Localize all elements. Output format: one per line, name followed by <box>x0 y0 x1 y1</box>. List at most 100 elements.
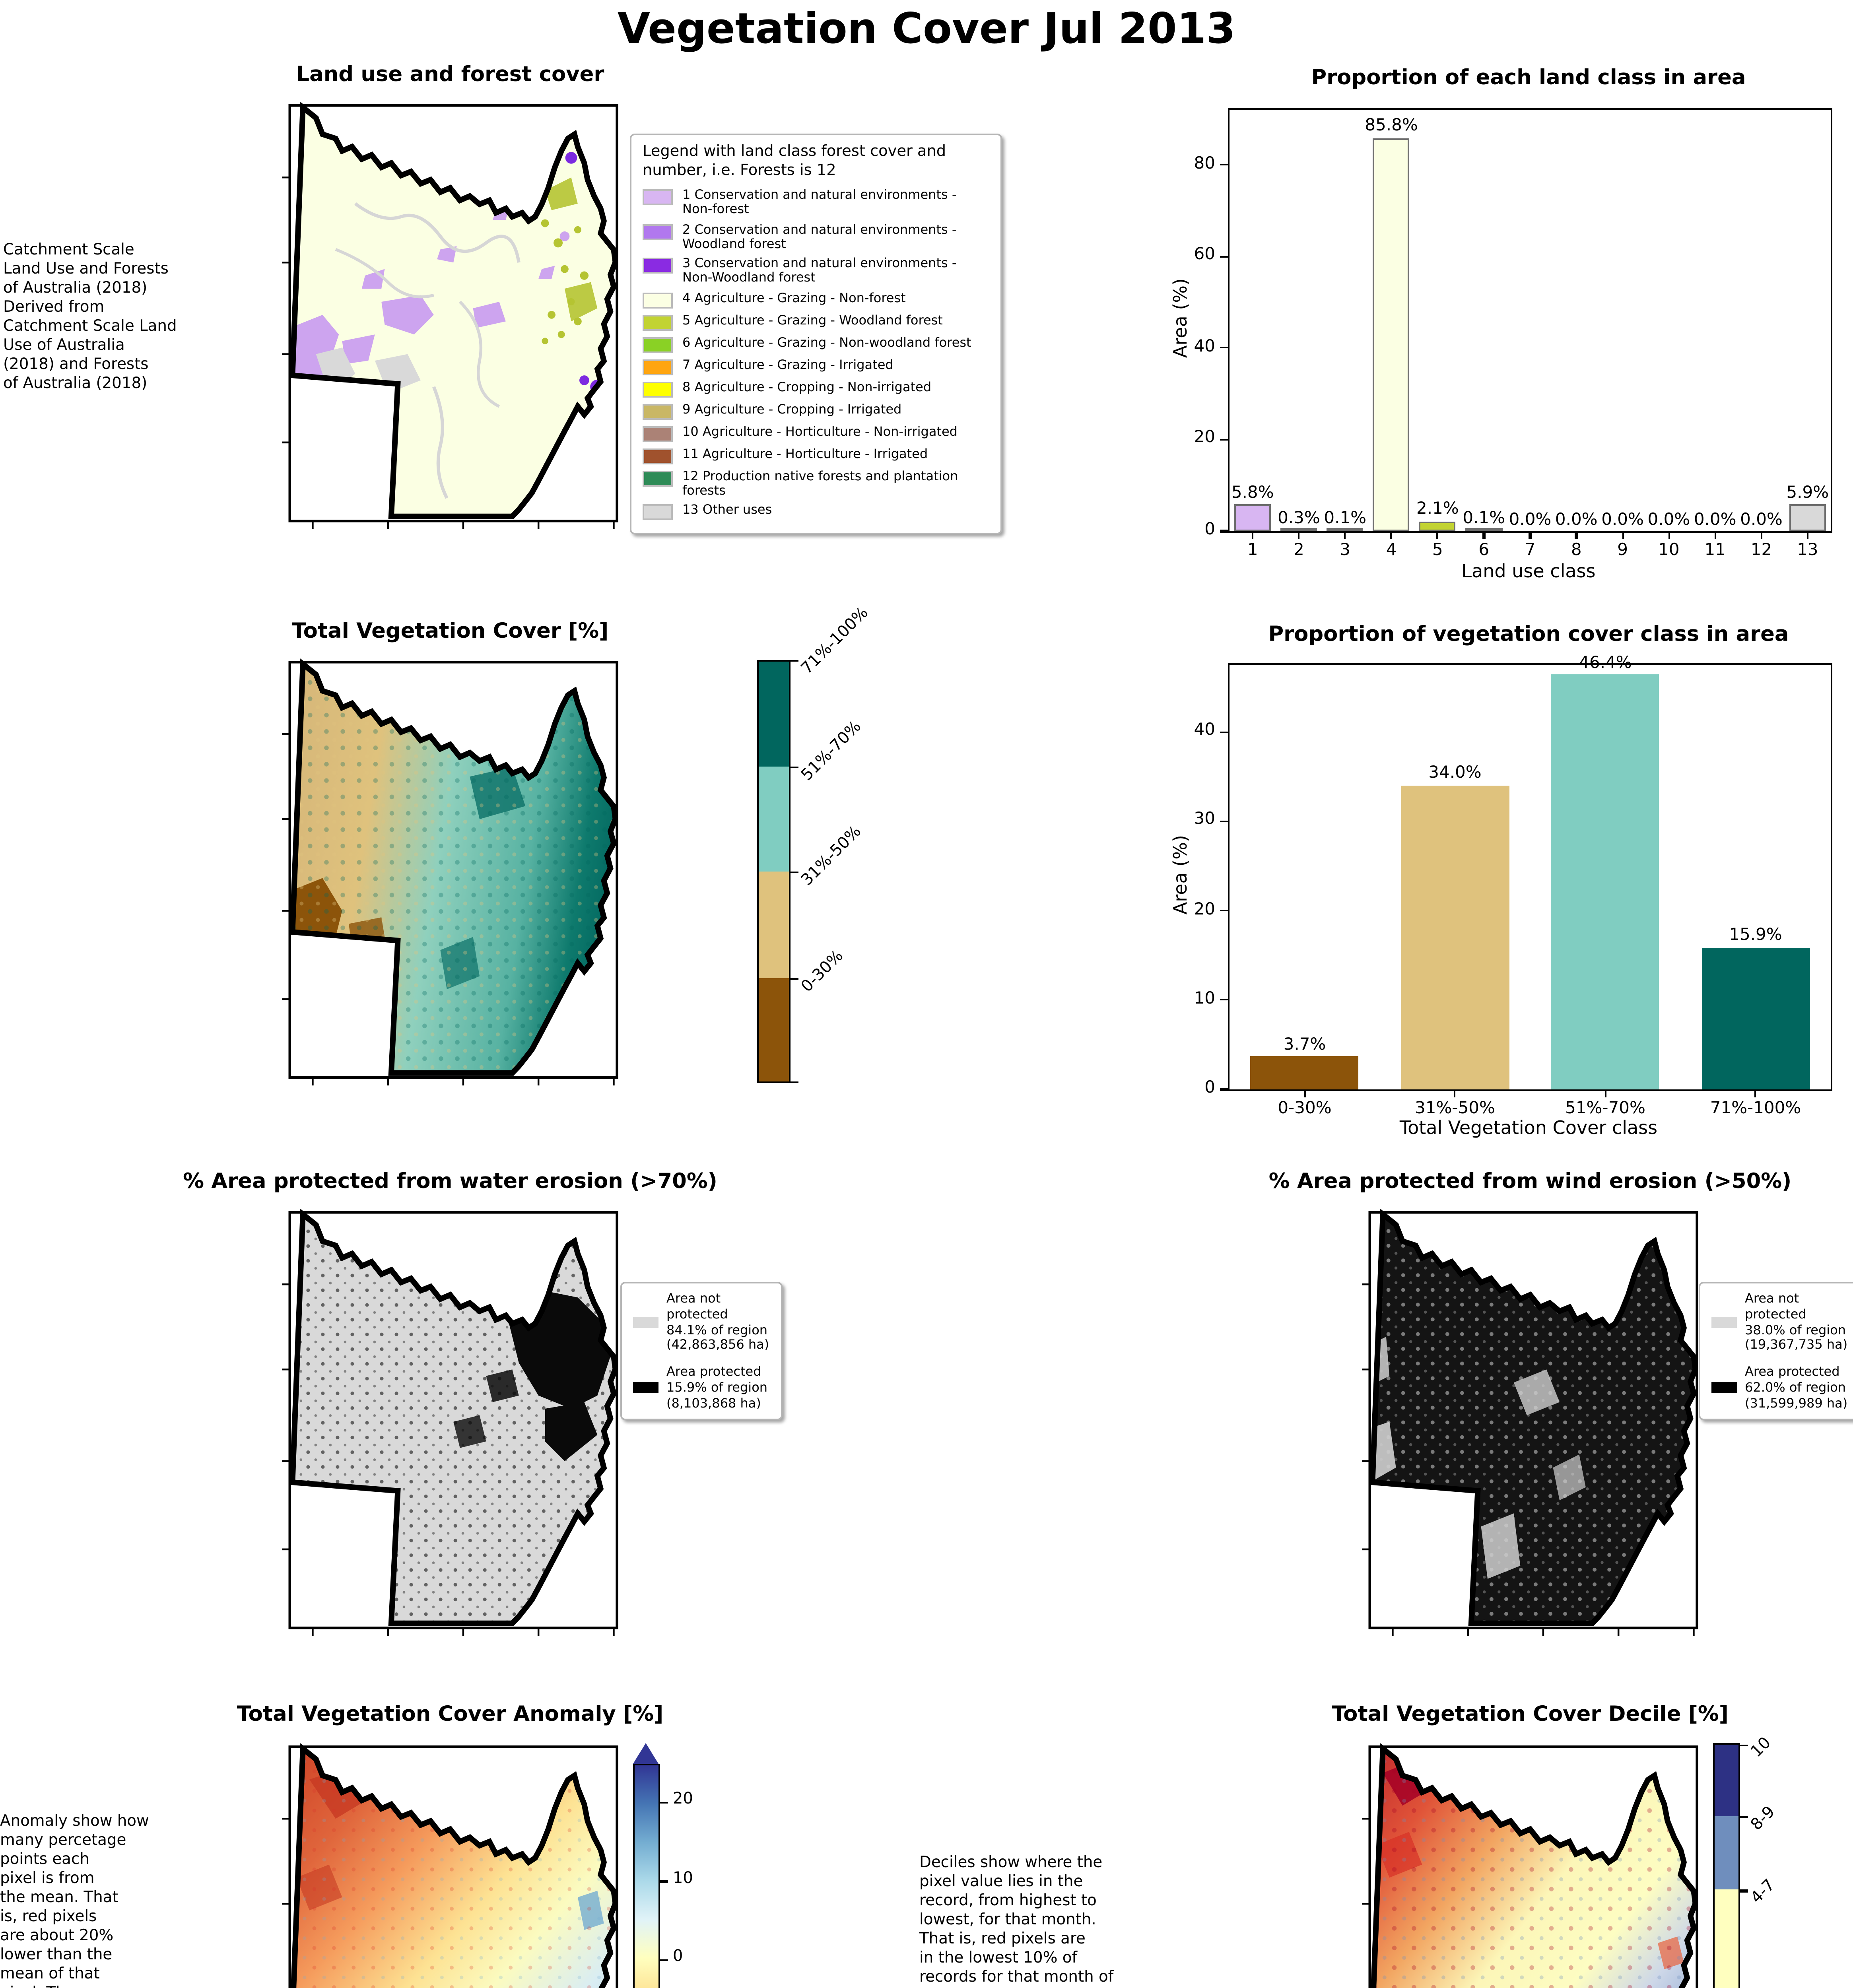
x-tick <box>1754 1089 1757 1097</box>
legend-item-label: 7 Agriculture - Grazing - Irrigated <box>682 357 893 372</box>
y-tick-label: 30 <box>1194 810 1216 829</box>
legend-item-class-8: 8 Agriculture - Cropping - Non-irrigated <box>643 379 989 397</box>
legend-item-label: 5 Agriculture - Grazing - Woodland fores… <box>682 313 943 327</box>
panel-title-wind-erosion: % Area protected from wind erosion (>50%… <box>1268 1171 1792 1194</box>
y-tick-label: 0 <box>1204 520 1215 539</box>
colorbar-segment-8-9 <box>1713 1815 1740 1890</box>
legend-item-label: 10 Agriculture - Horticulture - Non-irri… <box>682 424 958 439</box>
bar-value-label: 0.0% <box>1740 510 1783 529</box>
bar-31%-50% <box>1400 785 1509 1089</box>
legend-item-class-1: 1 Conservation and natural environments … <box>643 188 989 217</box>
panel-title-land-use: Land use and forest cover <box>296 64 604 87</box>
legend-item: Area not protected 84.1% of region (42,8… <box>633 1291 770 1353</box>
x-tick <box>1575 531 1577 539</box>
y-tick-label: 80 <box>1194 153 1216 173</box>
x-tick-label: 13 <box>1797 540 1818 559</box>
y-tick <box>1220 1088 1230 1091</box>
x-tick-label: 51%-70% <box>1565 1098 1645 1117</box>
x-tick-label: 2 <box>1294 540 1304 559</box>
x-tick-label: 6 <box>1478 540 1490 559</box>
x-tick <box>1806 531 1809 539</box>
colorbar-tick <box>660 1802 668 1804</box>
y-tick <box>1220 820 1230 822</box>
bar-value-label: 0.0% <box>1647 510 1690 529</box>
x-tick <box>1436 531 1439 539</box>
x-tick <box>1344 531 1346 539</box>
x-tick-label: 10 <box>1658 540 1680 559</box>
not-protected-swatch <box>633 1317 658 1328</box>
legend-item-label: 12 Production native forests and plantat… <box>682 468 958 498</box>
x-tick-label: 71%-100% <box>1710 1098 1801 1117</box>
y-tick <box>1220 731 1230 733</box>
panel-title-anomaly: Total Vegetation Cover Anomaly [%] <box>237 1703 664 1727</box>
legend-item-label: 13 Other uses <box>682 503 772 517</box>
colorbar-segment-4-7 <box>1713 1890 1740 1988</box>
x-tick <box>1298 531 1300 539</box>
legend-item: Area not protected 38.0% of region (19,3… <box>1711 1291 1848 1353</box>
x-tick <box>1454 1089 1456 1097</box>
colorbar-gradient-body <box>633 1764 660 1988</box>
legend-item-label: 1 Conservation and natural environments … <box>682 187 957 217</box>
legend-item-label: 4 Agriculture - Grazing - Non-forest <box>682 290 906 305</box>
colorbar-segment-0-30% <box>757 977 791 1083</box>
bar-0-30% <box>1250 1056 1359 1089</box>
bar-value-label: 0.3% <box>1278 508 1320 528</box>
legend-swatch <box>643 359 673 375</box>
legend-item-label: Area not protected 84.1% of region (42,8… <box>666 1291 769 1352</box>
x-tick-label: 31%-50% <box>1415 1098 1495 1117</box>
colorbar-label: 10 <box>1748 1734 1775 1761</box>
anomaly-map <box>282 1743 618 1988</box>
page-title: Vegetation Cover Jul 2013 <box>617 5 1236 54</box>
bar-51%-70% <box>1551 674 1659 1089</box>
colorbar-tick-label: 20 <box>673 1791 693 1809</box>
legend-item: Area protected 62.0% of region (31,599,9… <box>1711 1365 1848 1411</box>
legend-item-class-4: 4 Agriculture - Grazing - Non-forest <box>643 290 989 308</box>
colorbar-label: 71%-100% <box>798 604 872 678</box>
panel-title-decile: Total Vegetation Cover Decile [%] <box>1332 1703 1729 1727</box>
decile-note: Deciles show where the pixel value lies … <box>919 1854 1114 1987</box>
land-use-legend-title: Legend with land class forest cover and … <box>643 143 946 180</box>
x-axis-label-veg-class: Total Vegetation Cover class <box>1399 1116 1658 1139</box>
y-tick <box>1220 347 1230 349</box>
colorbar-frame <box>757 660 791 1083</box>
legend-item-label: 2 Conservation and natural environments … <box>682 222 957 251</box>
y-tick <box>1220 439 1230 441</box>
bar-value-label: 0.0% <box>1694 510 1736 529</box>
legend-swatch <box>643 336 673 353</box>
y-tick-label: 40 <box>1194 337 1216 356</box>
legend-item-class-13: 13 Other uses <box>643 503 989 520</box>
wind-erosion-map <box>1362 1209 1698 1636</box>
bar-value-label: 85.8% <box>1365 116 1418 136</box>
colorbar-tick <box>660 1959 668 1961</box>
colorbar-label: 31%-50% <box>798 823 865 890</box>
colorbar-tick <box>791 766 798 768</box>
bar-value-label: 5.8% <box>1231 483 1274 503</box>
colorbar-tick <box>791 1081 798 1083</box>
legend-item-class-9: 9 Agriculture - Cropping - Irrigated <box>643 402 989 419</box>
legend-item-class-12: 12 Production native forests and plantat… <box>643 468 989 498</box>
x-tick <box>1760 531 1762 539</box>
x-tick-label: 7 <box>1525 540 1536 559</box>
veg-class-bar-chart: 0 10 20 30 40 3.7% 0-30% 34.0% 31%-50% 46.4% 51%-7… <box>1194 653 1832 1117</box>
colorbar-segment-10 <box>1713 1743 1740 1816</box>
legend-item-class-5: 5 Agriculture - Grazing - Woodland fores… <box>643 313 989 330</box>
anomaly-note: Anomaly show how many percetage points e… <box>0 1813 149 1988</box>
colorbar-label: 51%-70% <box>798 717 865 784</box>
x-tick <box>1251 531 1254 539</box>
water-erosion-map <box>282 1209 618 1636</box>
legend-item-label: Area protected 62.0% of region (31,599,9… <box>1745 1365 1848 1410</box>
x-tick-label: 11 <box>1704 540 1726 559</box>
protected-swatch <box>633 1382 658 1394</box>
bar-value-label: 34.0% <box>1428 764 1482 783</box>
colorbar-label: 8-9 <box>1748 1803 1779 1834</box>
x-tick <box>1529 531 1531 539</box>
legend-item-class-6: 6 Agriculture - Grazing - Non-woodland f… <box>643 335 989 353</box>
x-tick-label: 0-30% <box>1278 1098 1332 1117</box>
bar-value-label: 3.7% <box>1283 1035 1326 1054</box>
x-tick-label: 9 <box>1617 540 1628 559</box>
x-tick-label: 8 <box>1571 540 1582 559</box>
bar-value-label: 15.9% <box>1729 926 1782 945</box>
legend-swatch <box>643 258 673 274</box>
legend-swatch <box>643 381 673 397</box>
legend-item-label: Area protected 15.9% of region (8,103,86… <box>666 1365 768 1410</box>
